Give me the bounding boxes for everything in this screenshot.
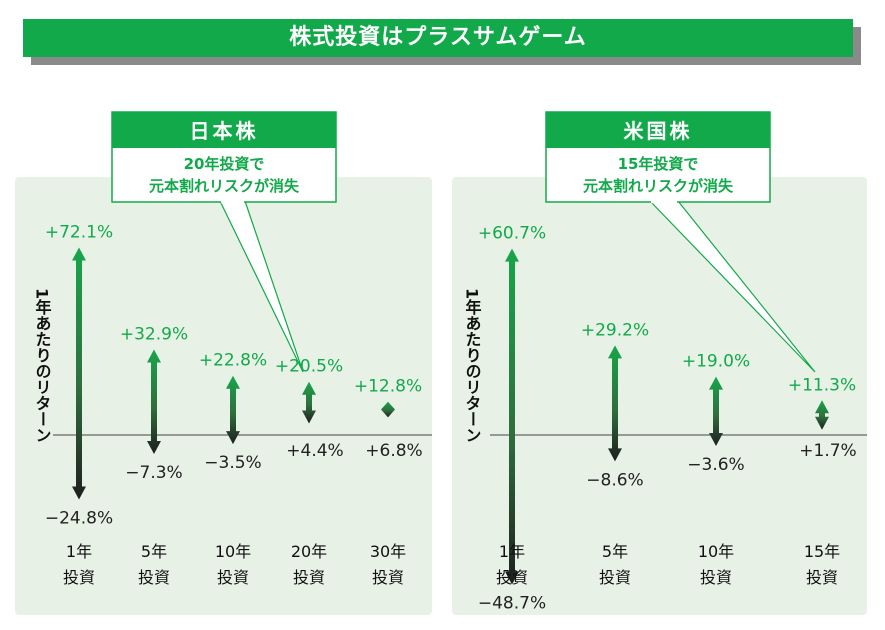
max-value-label: +19.0% <box>682 352 750 372</box>
range-arrow <box>505 248 519 585</box>
x-tick-label: 30年 <box>370 542 406 561</box>
callout-header <box>112 112 336 148</box>
min-value-label: −3.5% <box>204 453 261 473</box>
callout-pointer <box>219 200 304 373</box>
max-value-label: +32.9% <box>120 324 188 344</box>
y-axis-label: 1年あたりのリターン <box>33 288 52 443</box>
max-value-label: +60.7% <box>478 224 546 244</box>
x-tick-label: 10年 <box>215 542 251 561</box>
range-arrow <box>72 247 86 500</box>
max-value-label: +22.8% <box>199 351 267 371</box>
x-tick-label: 5年 <box>602 542 628 561</box>
range-arrow <box>815 400 829 430</box>
range-arrow <box>147 349 161 454</box>
x-tick-label: 1年 <box>66 542 92 561</box>
max-value-label: +12.8% <box>354 377 422 397</box>
x-tick-label: 5年 <box>141 542 167 561</box>
callout-note-line: 元本割れリスクが消失 <box>149 177 300 195</box>
min-value-label: −7.3% <box>125 463 182 483</box>
callout-pointer <box>649 200 816 373</box>
title-banner: 株式投資はプラスサムゲーム <box>23 19 853 57</box>
x-tick-label: 10年 <box>698 542 734 561</box>
min-value-label: −24.8% <box>45 508 113 528</box>
min-value-label: +6.8% <box>365 441 422 461</box>
x-tick-label: 15年 <box>804 542 840 561</box>
x-tick-label: 1年 <box>499 542 525 561</box>
max-value-label: +29.2% <box>581 320 649 340</box>
x-tick-label: 投資 <box>372 568 404 587</box>
range-arrow <box>302 381 316 424</box>
panel-title: 日本株 <box>190 119 259 143</box>
range-arrow <box>709 376 723 447</box>
x-tick-label: 20年 <box>291 542 327 561</box>
range-arrow <box>608 345 622 462</box>
panel-background <box>452 177 867 615</box>
panel-title: 米国株 <box>624 119 693 143</box>
range-arrow <box>226 375 240 445</box>
callout-note-line: 20年投資で <box>184 155 265 173</box>
min-value-label: +1.7% <box>799 441 856 461</box>
max-value-label: +11.3% <box>788 375 856 395</box>
x-tick-label: 投資 <box>599 568 631 587</box>
x-tick-label: 投資 <box>138 568 170 587</box>
x-tick-label: 投資 <box>217 568 249 587</box>
min-value-label: −48.7% <box>478 594 546 614</box>
min-value-label: +4.4% <box>286 441 343 461</box>
range-arrow <box>381 401 395 418</box>
y-axis-label: 1年あたりのリターン <box>463 288 482 443</box>
callout-note-line: 元本割れリスクが消失 <box>583 177 734 195</box>
x-tick-label: 投資 <box>806 568 838 587</box>
callout-note-line: 15年投資で <box>618 155 699 173</box>
min-value-label: −8.6% <box>586 470 643 490</box>
callout-header <box>546 112 770 148</box>
x-tick-label: 投資 <box>293 568 325 587</box>
panel-background <box>15 177 432 615</box>
x-tick-label: 投資 <box>496 568 528 587</box>
max-value-label: +72.1% <box>45 223 113 243</box>
max-value-label: +20.5% <box>275 357 343 377</box>
x-tick-label: 投資 <box>63 568 95 587</box>
min-value-label: −3.6% <box>687 455 744 475</box>
x-tick-label: 投資 <box>700 568 732 587</box>
